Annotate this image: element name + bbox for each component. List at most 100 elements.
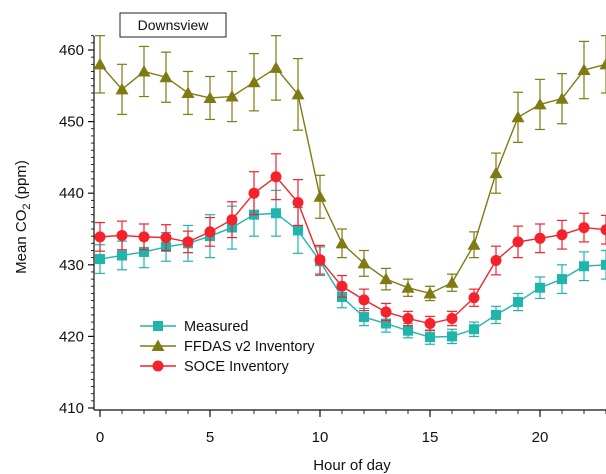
measured-point-18 (491, 309, 501, 320)
soce-inventory-point-9 (292, 197, 304, 209)
ffdas-v2-inventory-point-6 (225, 90, 239, 102)
soce-inventory-point-19 (512, 236, 524, 248)
soce-inventory-point-16 (446, 313, 458, 324)
soce-inventory-point-10 (314, 254, 326, 266)
x-axis-label: Hour of day (313, 457, 391, 474)
ffdas-v2-inventory-point-2 (137, 64, 151, 77)
y-axis-label-subscript: 2 (21, 204, 33, 210)
legend-item-ffdas-v2-inventory: FFDAS v2 Inventory (140, 339, 315, 355)
ffdas-v2-inventory-point-10 (313, 190, 327, 202)
soce-inventory-point-7 (248, 187, 260, 199)
y-tick-label-440: 440 (59, 185, 84, 202)
soce-inventory-point-23 (600, 224, 606, 236)
measured-point-21 (557, 274, 567, 285)
ffdas-v2-inventory-point-22 (577, 63, 591, 76)
legend-item-soce-inventory: SOCE Inventory (140, 359, 290, 375)
ffdas-v2-inventory-point-14 (401, 281, 415, 293)
legend-label-ffdas-v2-inventory: FFDAS v2 Inventory (184, 339, 315, 355)
soce-inventory-point-15 (424, 318, 436, 330)
y-axis-label-main: Mean CO (13, 210, 30, 274)
measured-point-12 (359, 312, 369, 323)
soce-inventory-point-20 (534, 232, 546, 244)
soce-inventory-point-1 (116, 229, 128, 241)
ffdas-v2-inventory-point-19 (511, 110, 525, 123)
ffdas-v2-inventory-point-17 (467, 238, 481, 250)
station-annotation-box (119, 12, 227, 38)
ffdas-v2-inventory-point-23 (599, 57, 606, 70)
y-tick-label-410: 410 (59, 400, 84, 417)
y-tick-label-430: 430 (59, 257, 84, 274)
measured-point-17 (469, 324, 479, 335)
ffdas-v2-inventory-point-21 (555, 92, 569, 104)
ffdas-v2-inventory-point-20 (533, 97, 547, 110)
soce-inventory-point-8 (270, 171, 282, 183)
measured-point-16 (447, 331, 457, 342)
measured-point-19 (513, 297, 523, 308)
station-annotation: Downsview (119, 12, 227, 38)
station-annotation-text: Downsview (138, 17, 210, 33)
soce-inventory-point-17 (468, 292, 480, 304)
soce-inventory-point-12 (358, 294, 370, 306)
measured-point-2 (139, 246, 149, 257)
measured-line (99, 212, 606, 338)
y-tick-label-460: 460 (59, 42, 84, 59)
series-layer (94, 35, 606, 345)
ffdas-v2-inventory-point-11 (335, 236, 349, 249)
measured-point-0 (95, 254, 105, 265)
soce-inventory-point-22 (578, 222, 590, 234)
ffdas-v2-inventory-point-13 (379, 272, 393, 285)
soce-inventory-point-13 (380, 306, 392, 318)
x-tick-label-0: 0 (96, 429, 104, 446)
ffdas-v2-inventory-point-4 (181, 86, 195, 98)
y-axis-label-unit: (ppm) (13, 160, 30, 203)
ffdas-v2-inventory-line (99, 63, 606, 295)
ffdas-v2-inventory-point-8 (269, 61, 283, 73)
soce-inventory-point-21 (556, 229, 568, 241)
measured-point-8 (271, 208, 281, 219)
x-tick-label-5: 5 (206, 429, 214, 446)
ffdas-v2-inventory-point-7 (247, 75, 261, 88)
y-tick-label-450: 450 (59, 114, 84, 131)
soce-inventory-error-bar-23 (601, 214, 606, 245)
soce-inventory-point-18 (490, 255, 502, 267)
measured-point-20 (535, 282, 545, 293)
legend-item-measured: Measured (140, 319, 248, 335)
x-tick-label-15: 15 (422, 429, 439, 446)
soce-inventory-point-6 (226, 214, 238, 226)
measured-point-1 (117, 250, 127, 261)
measured-point-9 (293, 225, 303, 236)
measured-point-23 (601, 259, 606, 270)
y-ticks: 410 420 430 440 450 460 (59, 35, 94, 417)
measured-error-bar-23 (601, 249, 606, 280)
ffdas-v2-inventory-point-5 (203, 91, 217, 103)
soce-inventory-point-2 (138, 231, 150, 243)
measured-point-22 (579, 261, 589, 272)
ffdas-v2-inventory-point-1 (115, 82, 129, 95)
ffdas-v2-inventory-point-15 (423, 286, 437, 299)
series-measured (95, 189, 606, 345)
ffdas-v2-inventory-point-9 (291, 87, 305, 100)
ffdas-v2-inventory-point-12 (357, 256, 371, 269)
soce-inventory-point-11 (336, 280, 348, 292)
soce-inventory-point-0 (94, 231, 106, 243)
measured-point-15 (425, 332, 435, 343)
measured-point-14 (403, 325, 413, 336)
ffdas-v2-inventory-point-3 (159, 70, 173, 83)
y-axis-label: Mean CO2 (ppm) (13, 160, 33, 274)
legend-label-soce-inventory: SOCE Inventory (184, 359, 290, 375)
ffdas-v2-inventory-point-0 (94, 57, 107, 70)
soce-inventory-point-5 (204, 226, 216, 238)
ffdas-v2-inventory-error-bar-23 (601, 35, 606, 94)
legend-swatch-marker-soce-inventory (152, 360, 164, 372)
x-tick-label-10: 10 (312, 429, 329, 446)
legend: Measured FFDAS v2 Inventory SOCE Inventory (140, 319, 315, 375)
y-tick-label-420: 420 (59, 328, 84, 345)
legend-swatch-marker-ffdas-v2-inventory (151, 339, 165, 351)
x-tick-label-20: 20 (532, 429, 549, 446)
x-ticks: 0 5 10 15 20 (96, 410, 606, 446)
soce-inventory-point-14 (402, 313, 414, 324)
series-ffdas-v2-inventory (94, 35, 606, 302)
ffdas-v2-inventory-point-18 (489, 166, 503, 179)
series-soce-inventory (94, 153, 606, 332)
